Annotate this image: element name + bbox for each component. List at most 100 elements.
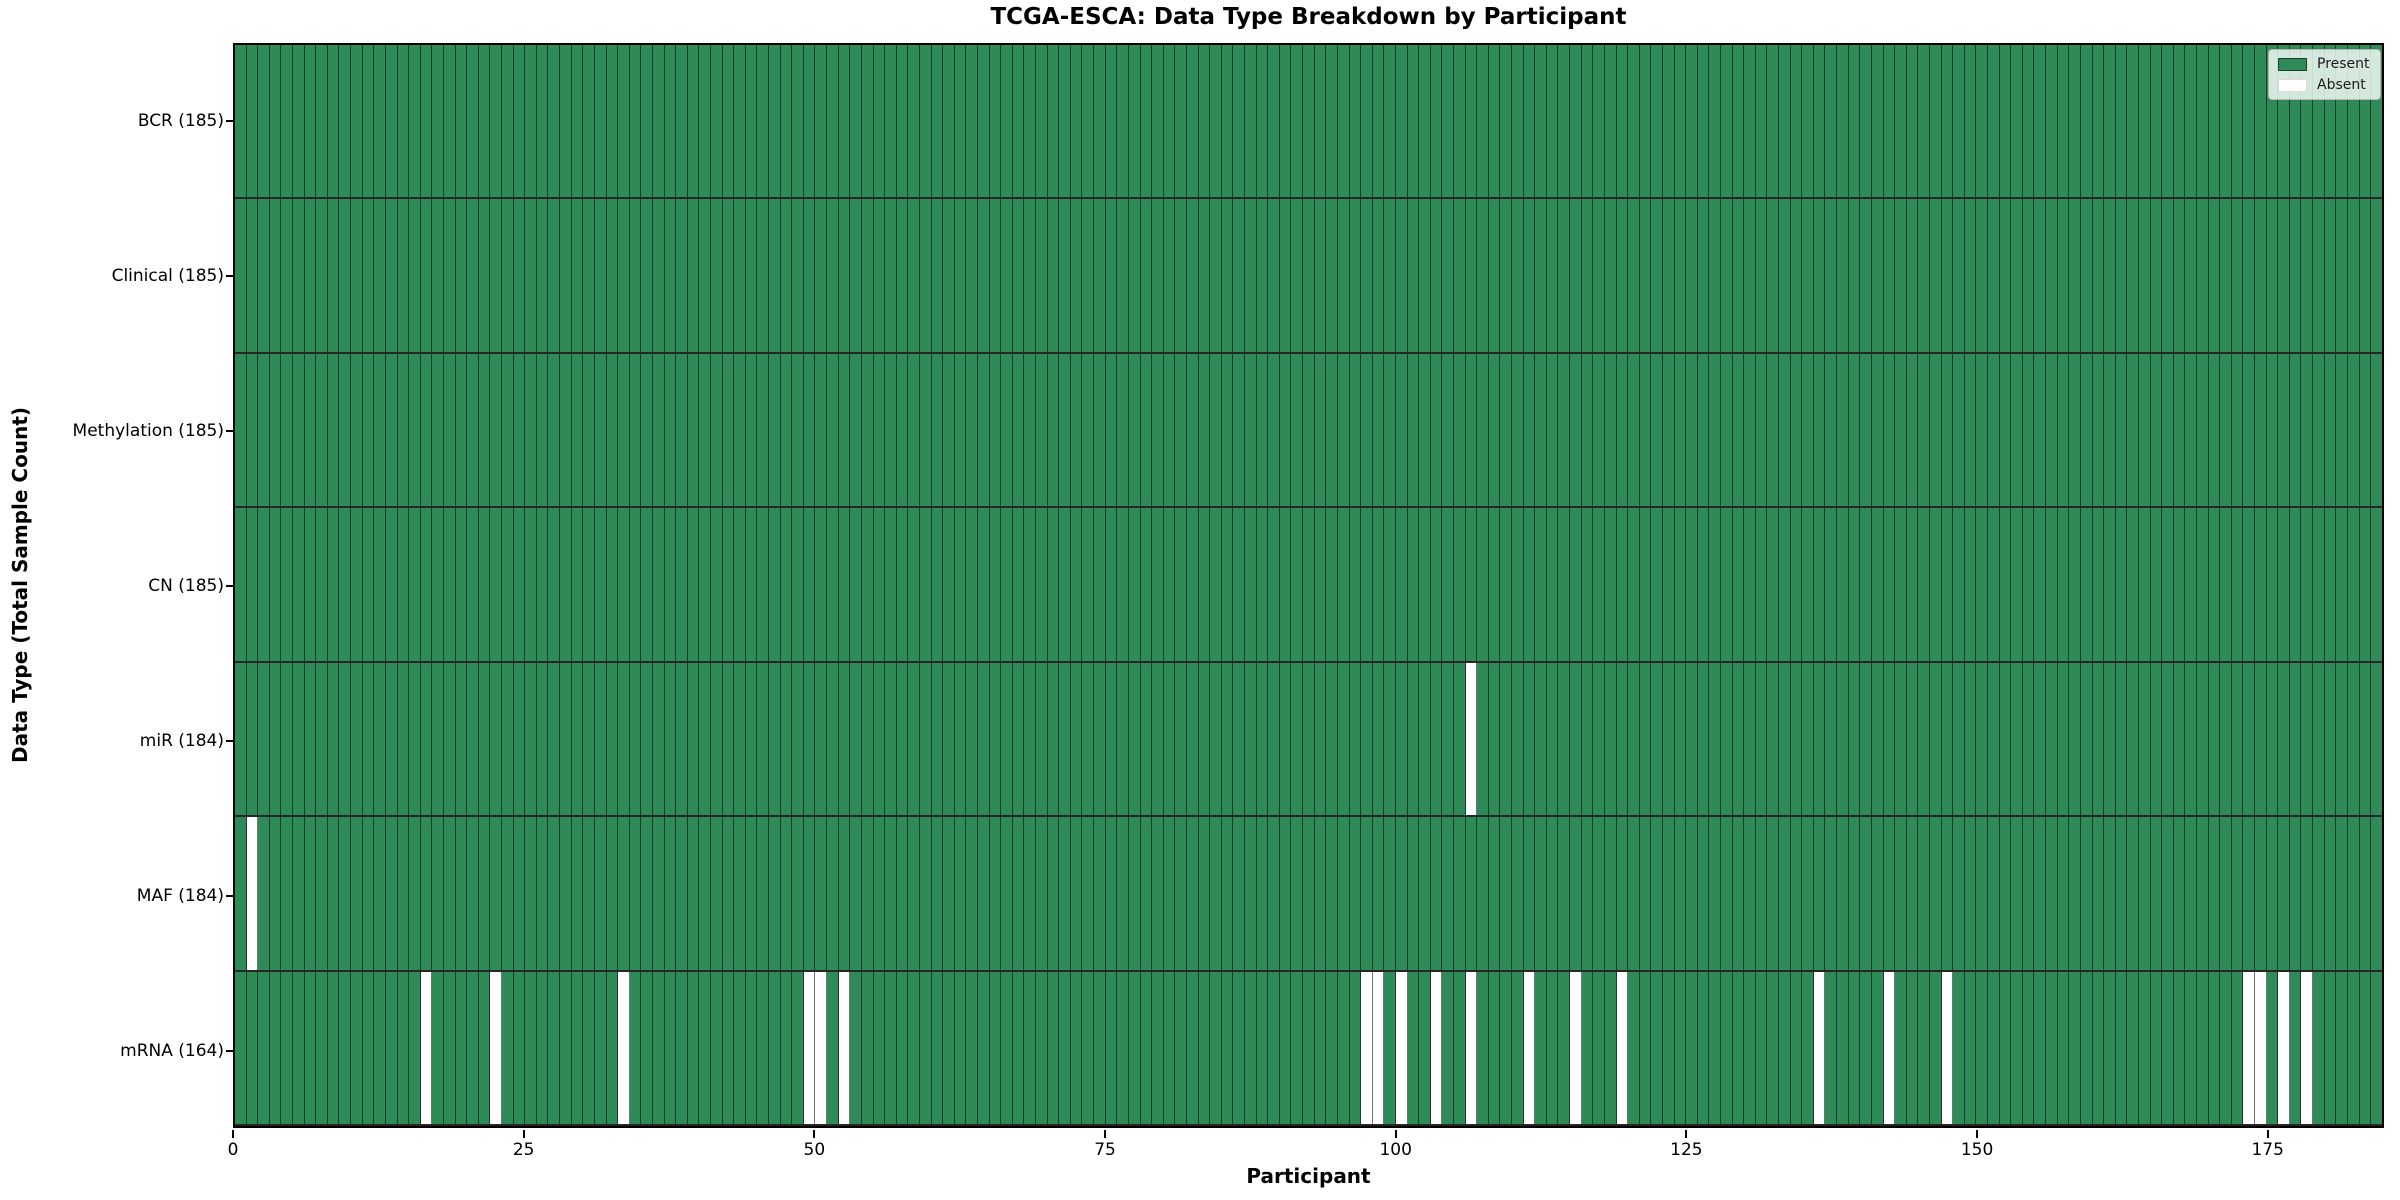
- heatmap-cell: [1163, 353, 1176, 507]
- heatmap-cell: [1001, 199, 1013, 352]
- heatmap-cell: [594, 199, 607, 352]
- heatmap-cell: [2220, 971, 2232, 1124]
- heatmap-cell: [1918, 199, 1930, 352]
- heatmap-cell: [1024, 508, 1037, 661]
- heatmap-cell: [1906, 353, 1919, 507]
- heatmap-cell: [443, 971, 456, 1124]
- heatmap-cell: [827, 45, 839, 198]
- heatmap-cell: [455, 662, 468, 816]
- heatmap-cell: [2150, 662, 2163, 816]
- heatmap-cell: [1094, 508, 1106, 661]
- heatmap-cell: [1988, 662, 2000, 816]
- heatmap-cell: [1291, 199, 1304, 352]
- heatmap-cell: [1825, 45, 1838, 198]
- heatmap-cell: [548, 662, 561, 816]
- heatmap-cell: [1779, 662, 1791, 816]
- heatmap-cell: [1593, 45, 1605, 198]
- heatmap-cell: [1767, 45, 1780, 198]
- heatmap-cell: [502, 662, 514, 816]
- heatmap-cell: [2022, 353, 2035, 507]
- heatmap-cell: [1929, 662, 1942, 816]
- heatmap-cell: [2185, 199, 2197, 352]
- heatmap-cell: [2115, 45, 2128, 198]
- heatmap-cell: [1639, 199, 1652, 352]
- heatmap-cell: [827, 971, 839, 1124]
- heatmap-cell: [1442, 353, 1454, 507]
- heatmap-cell: [1361, 971, 1373, 1124]
- heatmap-cell: [2185, 971, 2197, 1124]
- x-tick-label-50: 50: [803, 1140, 826, 1160]
- heatmap-cell: [1604, 45, 1617, 198]
- heatmap-cell: [1825, 817, 1838, 970]
- heatmap-cell: [1941, 508, 1954, 661]
- heatmap-cell: [2359, 971, 2372, 1124]
- heatmap-cell: [722, 817, 735, 970]
- heatmap-cell: [1268, 662, 1280, 816]
- heatmap-cell: [710, 45, 723, 198]
- heatmap-cell: [1163, 817, 1176, 970]
- heatmap-cell: [803, 662, 816, 816]
- heatmap-cell: [1871, 817, 1884, 970]
- heatmap-cell: [1186, 45, 1199, 198]
- heatmap-cell: [919, 508, 932, 661]
- heatmap-cell: [2301, 508, 2314, 661]
- heatmap-cell: [1128, 971, 1141, 1124]
- heatmap-cell: [1210, 353, 1222, 507]
- heatmap-cell: [2034, 353, 2047, 507]
- heatmap-cell: [1256, 353, 1269, 507]
- heatmap-cell: [478, 45, 491, 198]
- heatmap-cell: [1906, 817, 1919, 970]
- heatmap-cell: [1802, 662, 1814, 816]
- heatmap-cell: [1883, 45, 1896, 198]
- heatmap-cell: [1883, 199, 1896, 352]
- legend-swatch-present: [2278, 57, 2307, 71]
- heatmap-cell: [2289, 353, 2302, 507]
- heatmap-cell: [2011, 508, 2023, 661]
- heatmap-cell: [571, 971, 584, 1124]
- heatmap-cell: [1802, 199, 1814, 352]
- heatmap-cell: [2359, 662, 2372, 816]
- heatmap-cell: [1813, 508, 1826, 661]
- heatmap-cell: [1256, 817, 1269, 970]
- heatmap-cell: [304, 199, 317, 352]
- heatmap-cell: [1268, 45, 1280, 198]
- heatmap-cell: [2138, 971, 2151, 1124]
- heatmap-cell: [2220, 508, 2232, 661]
- heatmap-cell: [316, 971, 328, 1124]
- heatmap-cell: [1523, 817, 1536, 970]
- heatmap-cell: [606, 45, 619, 198]
- heatmap-cell: [1407, 508, 1420, 661]
- heatmap-cell: [1082, 817, 1095, 970]
- heatmap-cell: [908, 199, 920, 352]
- heatmap-cell: [1732, 662, 1745, 816]
- heatmap-cell: [676, 662, 688, 816]
- heatmap-cell: [2080, 508, 2093, 661]
- heatmap-cell: [1883, 353, 1896, 507]
- heatmap-cell: [281, 971, 294, 1124]
- heatmap-cell: [571, 662, 584, 816]
- heatmap-cell: [385, 508, 398, 661]
- heatmap-cell: [1593, 508, 1605, 661]
- heatmap-cell: [2336, 45, 2348, 198]
- heatmap-cell: [1245, 199, 1257, 352]
- heatmap-cell: [618, 353, 630, 507]
- heatmap-cell: [1895, 971, 1907, 1124]
- heatmap-cell: [1361, 662, 1373, 816]
- heatmap-cell: [815, 817, 828, 970]
- heatmap-cell: [2208, 199, 2221, 352]
- heatmap-cell: [1175, 971, 1187, 1124]
- heatmap-cell: [1964, 45, 1977, 198]
- heatmap-cell: [2371, 508, 2382, 661]
- heatmap-cell: [2092, 662, 2105, 816]
- heatmap-cell: [1639, 353, 1652, 507]
- heatmap-cell: [571, 508, 584, 661]
- heatmap-cell: [478, 662, 491, 816]
- heatmap-cell: [2080, 971, 2093, 1124]
- heatmap-cell: [1732, 199, 1745, 352]
- heatmap-cell: [490, 353, 503, 507]
- heatmap-cell: [1430, 508, 1443, 661]
- heatmap-cell: [676, 45, 688, 198]
- heatmap-cell: [1779, 817, 1791, 970]
- heatmap-cell: [502, 971, 514, 1124]
